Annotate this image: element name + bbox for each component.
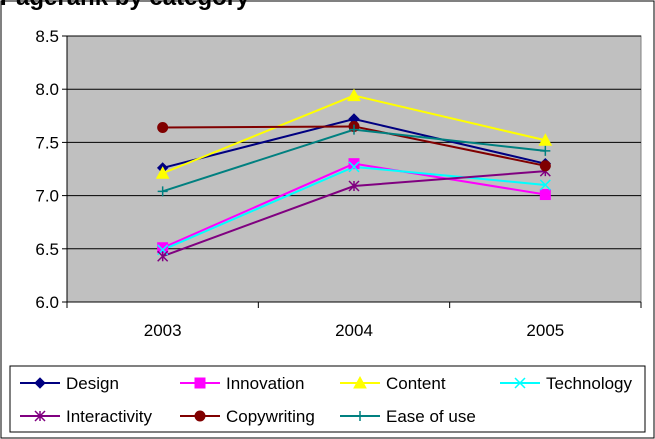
data-point: [348, 161, 360, 173]
legend-label: Design: [66, 374, 119, 393]
y-tick-label: 7.0: [35, 187, 59, 206]
data-point: [157, 242, 169, 254]
data-point: [540, 145, 551, 156]
data-point: [539, 179, 551, 191]
legend-label: Ease of use: [386, 407, 476, 426]
legend: Design Innovation Content Technology Interac…: [20, 374, 633, 426]
legend-marker: [34, 377, 46, 389]
data-point: [157, 250, 169, 262]
y-tick-label: 6.5: [35, 240, 59, 259]
legend-label: Technology: [546, 374, 633, 393]
x-tick-label: 2003: [144, 321, 182, 340]
legend-marker: [353, 375, 367, 389]
legend-marker: [355, 411, 365, 421]
data-point: [348, 180, 360, 192]
chart-title: Pagerank by category: [0, 0, 655, 12]
axes: 6.0 6.5 7.0 7.5 8.0 8.5 2003 2004 2005: [35, 27, 642, 340]
x-tick-label: 2004: [335, 321, 373, 340]
legend-label: Interactivity: [66, 407, 152, 426]
series-markers: [155, 88, 553, 262]
legend-box: [9, 365, 646, 433]
data-point: [539, 189, 551, 201]
legend-label: Innovation: [226, 374, 304, 393]
legend-marker: [514, 377, 526, 389]
data-point: [155, 166, 170, 179]
legend-label: Copywriting: [226, 407, 315, 426]
y-tick-label: 8.0: [35, 80, 59, 99]
x-tick-label: 2005: [526, 321, 564, 340]
data-point: [157, 122, 169, 134]
data-point: [157, 186, 168, 197]
data-point: [348, 158, 360, 170]
legend-marker: [34, 410, 46, 422]
legend-marker: [194, 410, 206, 422]
y-tick-label: 8.5: [35, 27, 59, 46]
legend-label: Content: [386, 374, 446, 393]
y-tick-label: 7.5: [35, 133, 59, 152]
data-point: [349, 124, 359, 135]
data-point: [539, 160, 551, 172]
data-point: [538, 133, 553, 146]
y-tick-label: 6.0: [35, 293, 59, 312]
data-point: [347, 88, 361, 102]
legend-marker: [194, 377, 206, 389]
